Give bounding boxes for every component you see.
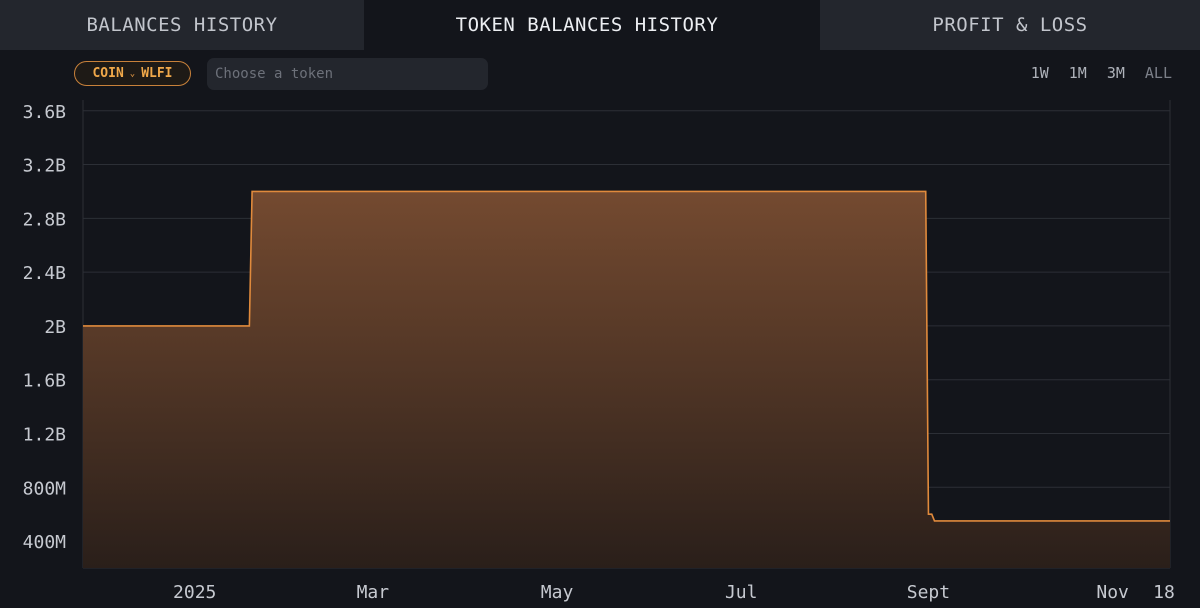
tab-bar: BALANCES HISTORY TOKEN BALANCES HISTORY …	[0, 0, 1200, 50]
x-tick-label: Sept	[907, 582, 950, 603]
y-tick-label: 2B	[44, 317, 66, 338]
y-tick-label: 3.2B	[23, 156, 66, 177]
range-1w-button[interactable]: 1W	[1030, 64, 1049, 82]
y-tick-label: 1.6B	[23, 371, 66, 392]
chevron-down-icon: ⌄	[129, 68, 136, 79]
tab-balances-history[interactable]: BALANCES HISTORY	[0, 0, 364, 50]
x-tick-label: May	[541, 582, 574, 603]
balance-series-line	[83, 190, 1170, 522]
range-1m-button[interactable]: 1M	[1068, 64, 1087, 82]
token-search-input[interactable]	[207, 58, 488, 90]
x-tick-label: Jul	[725, 582, 758, 603]
x-tick-label: 2025	[173, 582, 216, 603]
time-range-selector: 1W 1M 3M ALL	[1031, 64, 1172, 82]
tab-divider	[810, 0, 820, 50]
y-tick-label: 400M	[23, 532, 67, 553]
y-tick-label: 2.4B	[23, 263, 66, 284]
y-tick-label: 1.2B	[23, 425, 66, 446]
token-pill-label: COIN	[92, 66, 124, 81]
balance-area-fill	[83, 191, 1170, 568]
range-3m-button[interactable]: 3M	[1106, 64, 1125, 82]
y-tick-label: 2.8B	[23, 209, 66, 230]
tab-token-balances-history[interactable]: TOKEN BALANCES HISTORY	[364, 0, 810, 50]
range-all-button[interactable]: ALL	[1144, 64, 1172, 82]
token-filter-pill[interactable]: COIN ⌄ WLFI	[74, 61, 191, 86]
y-tick-label: 800M	[23, 478, 67, 499]
x-tick-label: 18	[1153, 582, 1175, 603]
x-tick-label: Mar	[357, 582, 390, 603]
x-tick-label: Nov	[1096, 582, 1129, 603]
tab-profit-and-loss[interactable]: PROFIT & LOSS	[820, 0, 1200, 50]
token-pill-selected: WLFI	[141, 66, 173, 81]
y-tick-label: 3.6B	[23, 102, 66, 123]
